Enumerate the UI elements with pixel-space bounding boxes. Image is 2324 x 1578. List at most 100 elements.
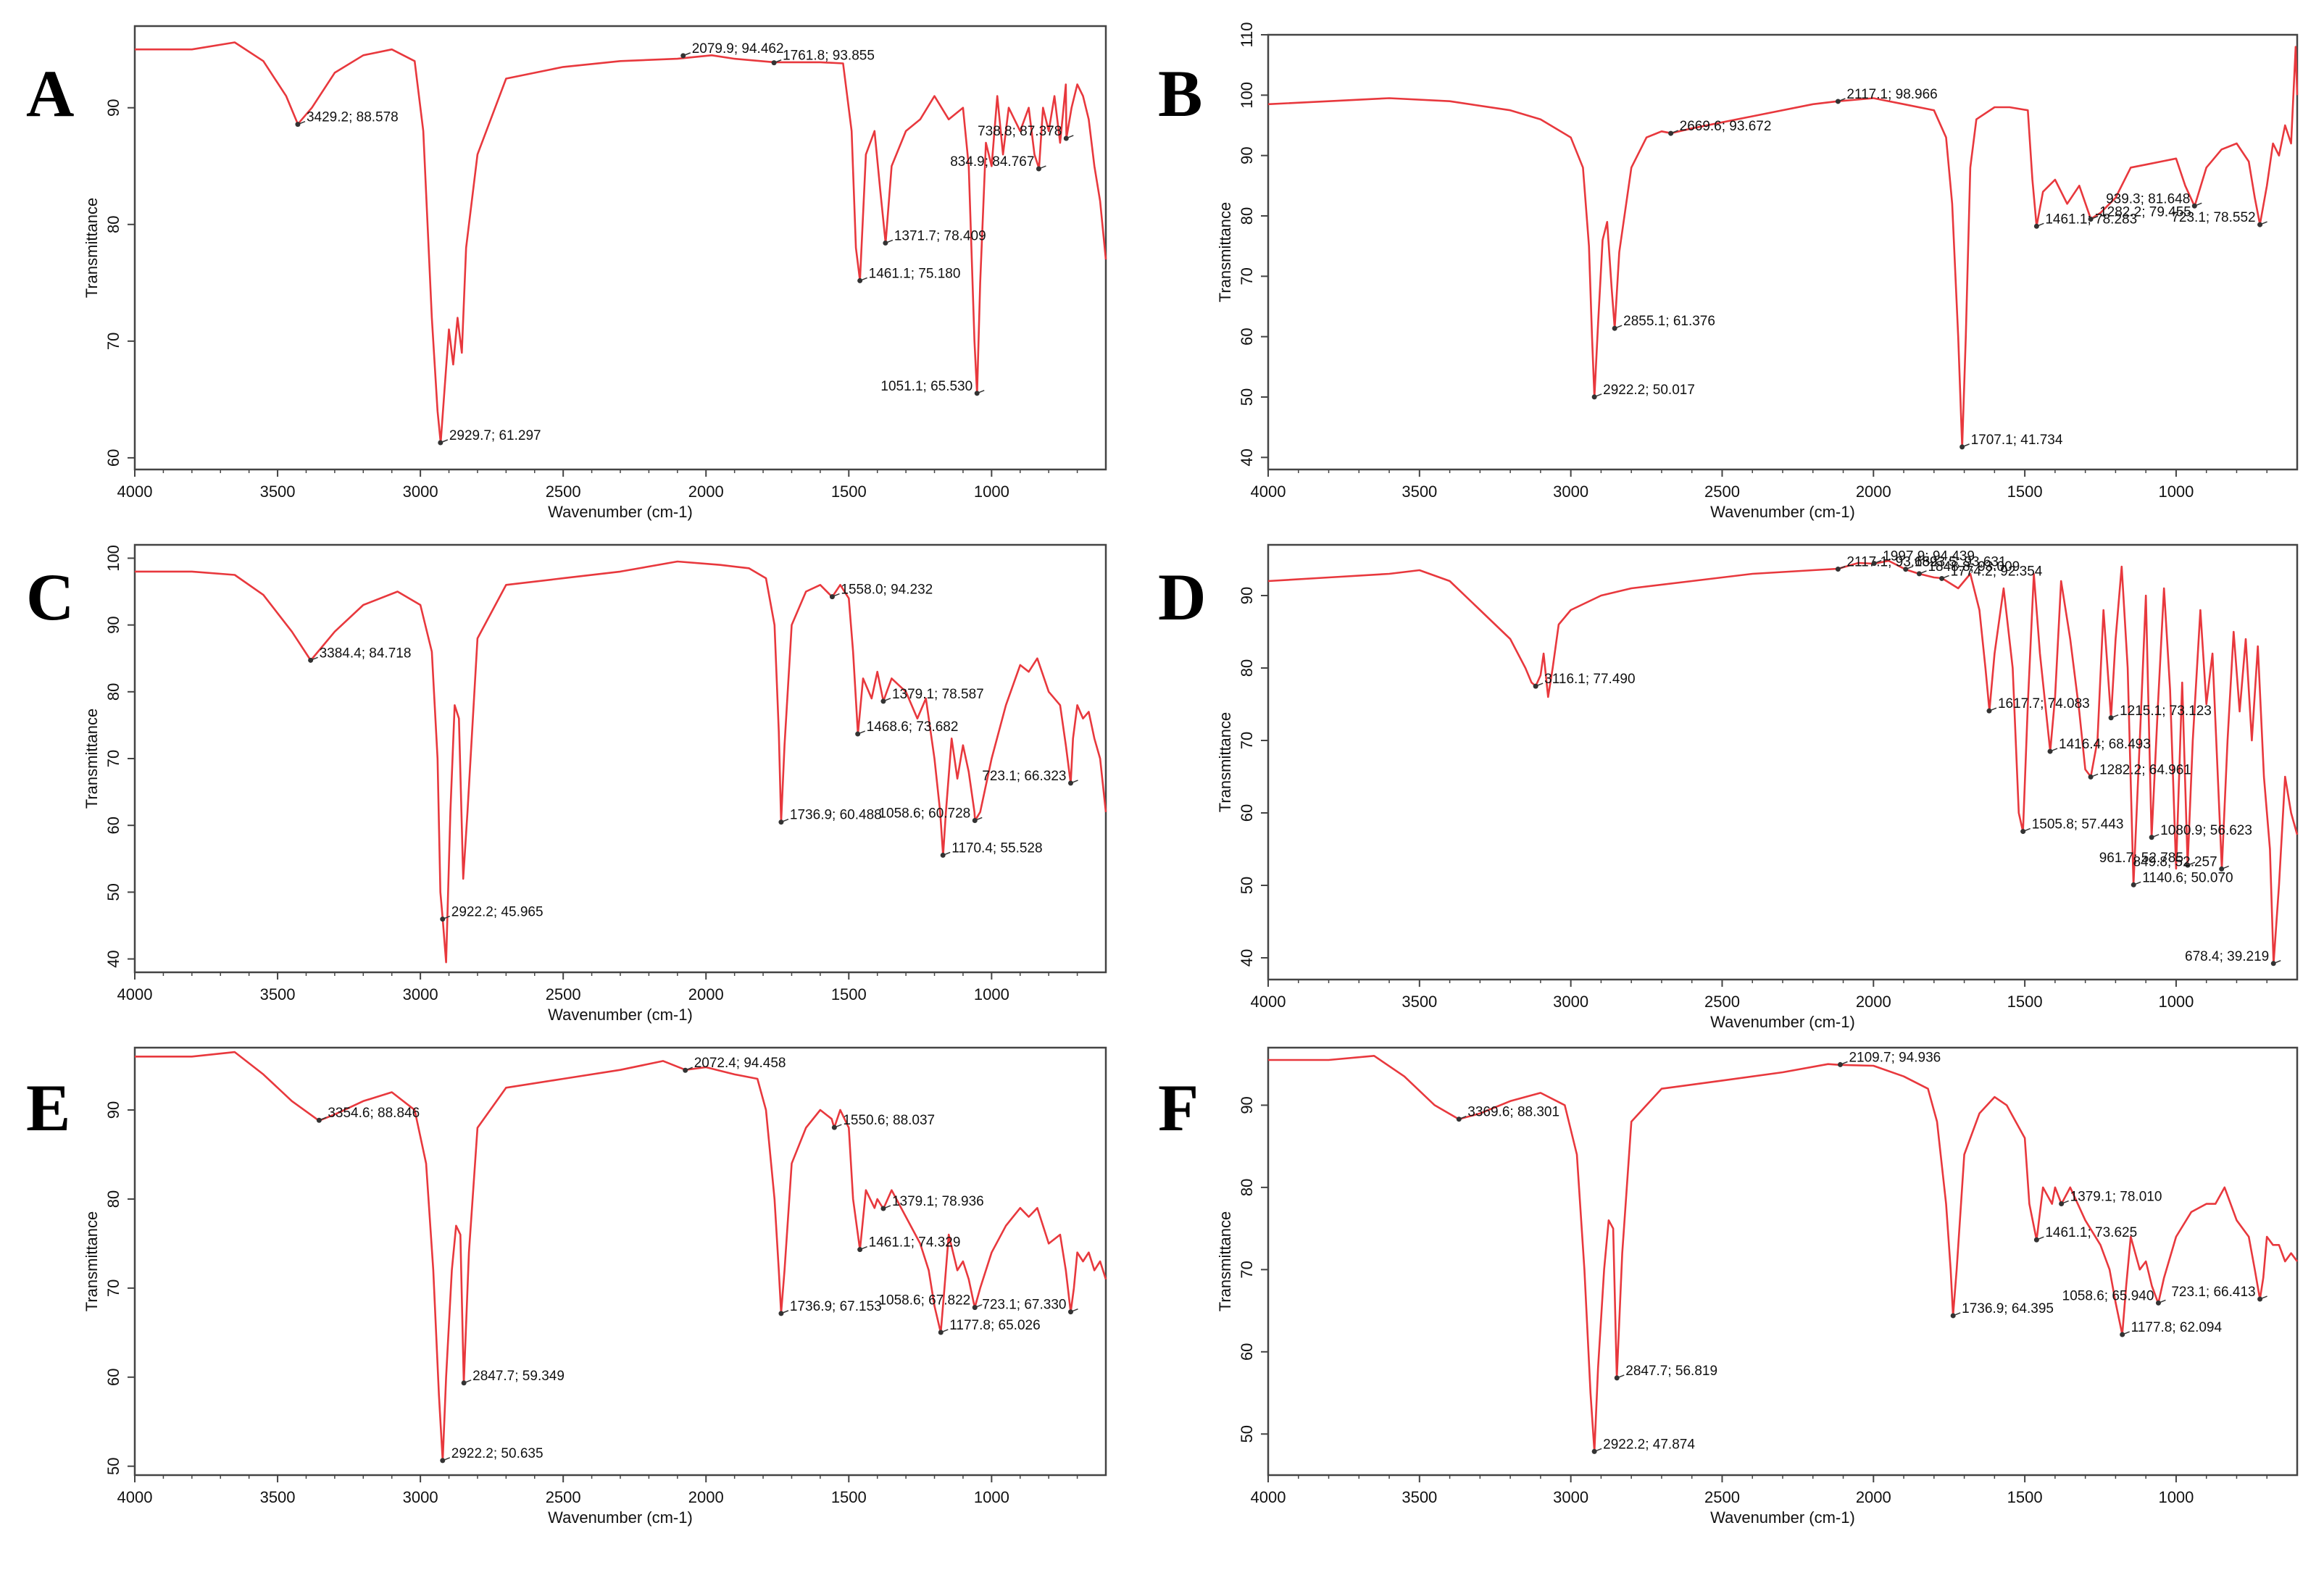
x-tick-label: 1000: [974, 985, 1009, 1003]
x-tick-label: 4000: [1251, 483, 1286, 501]
peak-leader: [2023, 827, 2031, 832]
y-tick-label: 80: [104, 683, 122, 701]
x-tick-label: 2500: [1704, 993, 1740, 1011]
y-axis-label: Transmittance: [83, 1211, 101, 1312]
peak-label: 723.1; 78.552: [2171, 210, 2255, 225]
y-tick-label: 90: [104, 99, 122, 116]
peak-leader: [1535, 682, 1544, 687]
peak-label: 1736.9; 64.395: [1962, 1301, 2054, 1316]
peak-leader: [463, 1379, 472, 1384]
y-tick-label: 50: [104, 883, 122, 901]
peak-leader: [442, 915, 451, 920]
peak-label: 2847.7; 56.819: [1625, 1364, 1717, 1379]
peak-label: 1736.9; 60.488: [790, 808, 882, 823]
peak-leader: [859, 277, 867, 282]
x-tick-label: 1000: [2158, 1488, 2194, 1506]
panel-letter: E: [26, 1071, 70, 1145]
peak-label: 3369.6; 88.301: [1467, 1105, 1559, 1120]
y-tick-label: 50: [1238, 1425, 1256, 1443]
peak-label: 1893.5; 93.631: [1915, 555, 2007, 570]
panel-letter: F: [1158, 1071, 1199, 1145]
peak-label: 2929.7; 61.297: [449, 428, 541, 443]
spectrum-line: [1268, 1055, 2299, 1453]
peak-leader: [2187, 861, 2196, 866]
y-tick-label: 80: [1238, 207, 1256, 225]
peak-label: 1080.9; 56.623: [2160, 823, 2252, 838]
x-tick-label: 2000: [1856, 1488, 1891, 1506]
peak-leader: [883, 1205, 891, 1209]
peak-leader: [2158, 1299, 2166, 1304]
x-axis-label: Wavenumber (cm-1): [1710, 1013, 1855, 1031]
peak-leader: [976, 390, 985, 394]
peak-leader: [1594, 1448, 1602, 1453]
y-tick-label: 40: [1238, 448, 1256, 466]
peak-leader: [1616, 1374, 1625, 1379]
spectrum-line: [1267, 559, 2299, 965]
peak-label: 1215.1; 73.123: [2120, 704, 2212, 719]
x-tick-label: 4000: [117, 985, 153, 1003]
y-tick-label: 60: [1238, 1343, 1256, 1361]
peak-leader: [941, 1329, 949, 1333]
peak-label: 1177.8; 62.094: [2131, 1320, 2223, 1335]
peak-label: 1461.1; 75.180: [869, 266, 961, 281]
peak-label: 961.7; 52.785: [2099, 851, 2183, 866]
peak-leader: [297, 120, 306, 125]
y-axis-label: Transmittance: [1216, 712, 1234, 813]
peak-label: 1468.6; 73.682: [867, 719, 959, 735]
peak-label: 1379.1; 78.587: [892, 687, 984, 702]
x-tick-label: 1500: [831, 483, 867, 501]
peak-leader: [2122, 1331, 2130, 1335]
peak-leader: [1905, 565, 1914, 570]
y-tick-label: 50: [1238, 877, 1256, 894]
peak-label: 1505.8; 57.443: [2032, 817, 2124, 832]
x-tick-label: 1000: [974, 483, 1009, 501]
x-tick-label: 1000: [2158, 993, 2194, 1011]
spectrum-line: [1267, 46, 2299, 448]
x-tick-label: 1000: [974, 1488, 1009, 1506]
peak-leader: [780, 1310, 789, 1314]
peak-label: 1170.4; 55.528: [951, 840, 1042, 856]
peak-label: 1461.1; 73.625: [2045, 1225, 2137, 1240]
peak-label: 1371.7; 78.409: [894, 228, 986, 243]
peak-label: 2922.2; 50.017: [1603, 383, 1695, 398]
x-tick-label: 3000: [403, 985, 438, 1003]
spectrum-line: [135, 1051, 1107, 1462]
peak-leader: [780, 818, 789, 823]
plot-frame: [133, 25, 1107, 471]
peak-leader: [2110, 714, 2119, 719]
x-tick-label: 3500: [260, 1488, 296, 1506]
y-tick-label: 100: [104, 545, 122, 572]
y-tick-label: 70: [1238, 1261, 1256, 1278]
x-tick-label: 4000: [1251, 1488, 1286, 1506]
panel-letter: D: [1158, 560, 1206, 634]
panel-letter: B: [1158, 57, 1202, 130]
y-tick-label: 80: [1238, 1179, 1256, 1196]
peak-leader: [1952, 1312, 1961, 1316]
panel-letter: A: [26, 57, 74, 130]
peak-label: 3429.2; 88.578: [307, 110, 399, 125]
peak-label: 1558.0; 94.232: [841, 583, 933, 598]
peak-label: 1140.6; 50.070: [2142, 870, 2233, 885]
peak-leader: [1840, 1061, 1848, 1066]
peak-leader: [1988, 707, 1997, 711]
peak-leader: [1066, 135, 1074, 139]
peak-leader: [1919, 570, 1927, 575]
peak-leader: [2036, 222, 2044, 227]
y-tick-label: 80: [104, 216, 122, 233]
peak-leader: [2260, 1295, 2267, 1300]
y-axis-label: Transmittance: [1216, 202, 1234, 303]
y-tick-label: 60: [104, 449, 122, 467]
peak-leader: [2260, 221, 2267, 225]
peak-leader: [2036, 1236, 2044, 1240]
y-tick-label: 100: [1238, 82, 1256, 109]
peak-leader: [442, 1457, 451, 1461]
peak-label: 3354.6; 88.846: [328, 1106, 420, 1121]
peak-label: 834.9; 84.767: [950, 154, 1034, 170]
x-tick-label: 2000: [688, 1488, 724, 1506]
peak-label: 1416.4; 68.493: [2059, 737, 2151, 752]
x-tick-label: 3000: [403, 483, 438, 501]
spectrum-line: [135, 41, 1107, 444]
chart-panel-a: A 4000 3500 3000 2500 2000 1500 1000 60 70 80 90 Wav…: [26, 25, 1107, 521]
peak-leader: [857, 730, 865, 735]
peak-label: 2079.9; 94.462: [692, 41, 784, 57]
